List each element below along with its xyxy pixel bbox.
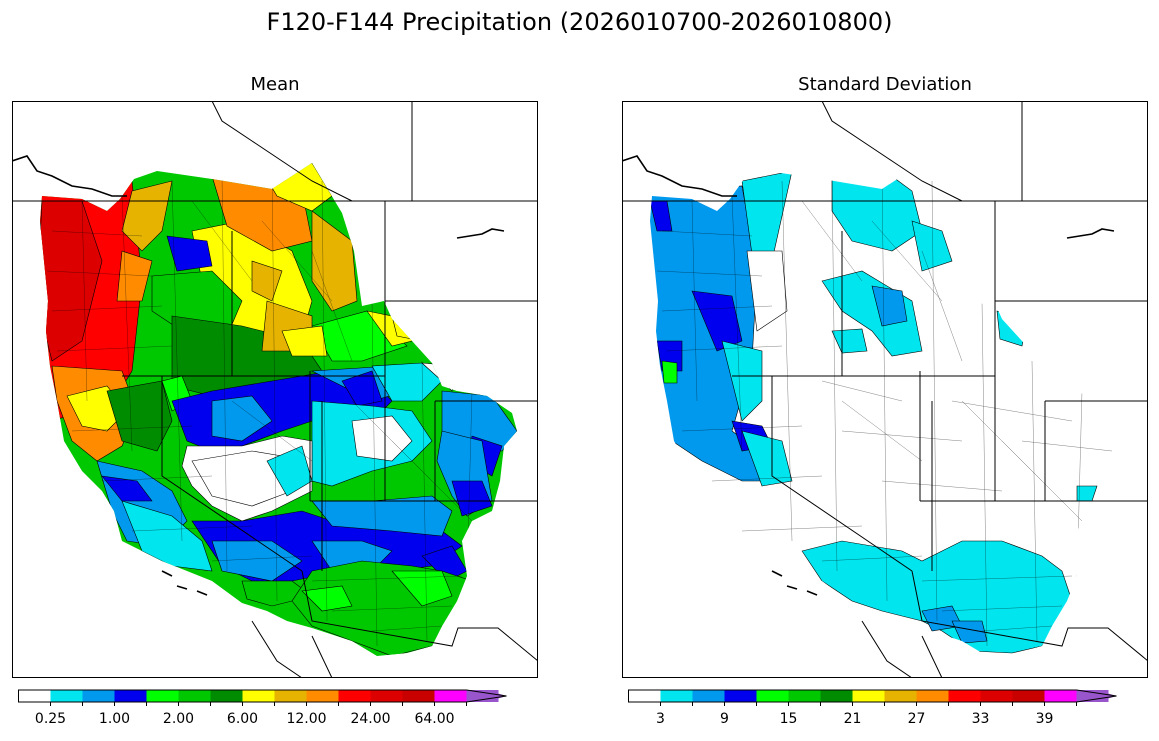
colorbar-swatch: [242, 690, 275, 702]
mean-panel-title: Mean: [250, 74, 300, 95]
colorbar-tick-label: 64.00: [414, 711, 455, 727]
colorbar-tick-label: 21: [843, 711, 862, 727]
colorbar-tick-label: 15: [779, 711, 798, 727]
colorbar-tick-label: 33: [971, 711, 990, 727]
colorbar-swatch: [306, 690, 339, 702]
colorbar-swatch: [18, 690, 51, 702]
figure-title: F120-F144 Precipitation (2026010700-2026…: [266, 8, 893, 36]
colorbar-swatch: [916, 690, 949, 702]
colorbar-swatch: [114, 690, 147, 702]
colorbar-swatch: [724, 690, 757, 702]
colorbar-outline: [18, 689, 507, 703]
mean-precipitation-map: [12, 101, 538, 678]
colorbar-swatch: [210, 690, 243, 702]
standard-deviation-map: [622, 101, 1148, 678]
colorbar-tick-label: 1.00: [98, 711, 131, 727]
std-colorbar: [628, 689, 1117, 706]
colorbar-tick-label: 12.00: [286, 711, 327, 727]
colorbar-swatch: [178, 690, 211, 702]
colorbar-tick-label: 27: [907, 711, 926, 727]
colorbar-extend-arrow: [466, 690, 507, 702]
colorbar-tick-label: 39: [1035, 711, 1054, 727]
colorbar-tick-label: 6.00: [226, 711, 259, 727]
colorbar-swatch: [1044, 690, 1077, 702]
colorbar-swatch: [402, 690, 435, 702]
colorbar-extend-arrow: [1076, 690, 1117, 702]
colorbar-outline: [628, 689, 1117, 703]
mean-colorbar: [18, 689, 507, 706]
colorbar-swatch: [884, 690, 917, 702]
colorbar-swatch: [660, 690, 693, 702]
std-panel-title: Standard Deviation: [798, 74, 972, 95]
colorbar-swatch: [338, 690, 371, 702]
colorbar-swatch: [692, 690, 725, 702]
colorbar-swatch: [274, 690, 307, 702]
colorbar-tick-label: 0.25: [34, 711, 67, 727]
colorbar-tick-label: 9: [720, 711, 729, 727]
colorbar-swatch: [852, 690, 885, 702]
colorbar-swatch: [820, 690, 853, 702]
colorbar-swatch: [948, 690, 981, 702]
colorbar-swatch: [434, 690, 467, 702]
colorbar-swatch: [146, 690, 179, 702]
colorbar-swatch: [980, 690, 1013, 702]
colorbar-swatch: [50, 690, 83, 702]
colorbar-swatch: [370, 690, 403, 702]
colorbar-swatch: [1012, 690, 1045, 702]
colorbar-tick-label: 24.00: [350, 711, 391, 727]
colorbar-tick-label: 2.00: [162, 711, 195, 727]
colorbar-swatch: [82, 690, 115, 702]
colorbar-swatch: [628, 690, 661, 702]
colorbar-swatch: [788, 690, 821, 702]
colorbar-tick-label: 3: [656, 711, 665, 727]
colorbar-swatch: [756, 690, 789, 702]
